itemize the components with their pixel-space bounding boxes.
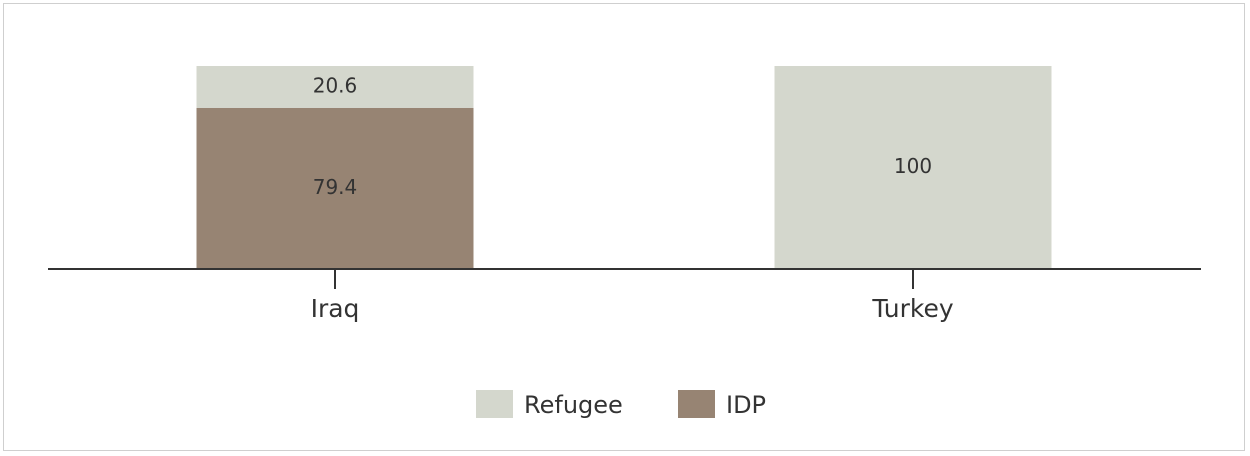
bars-layer [196,66,1052,270]
legend-label-idp: IDP [726,391,766,419]
data-label-turkey-refugee: 100 [894,154,932,178]
data-label-iraq-refugee: 20.6 [313,73,358,97]
data-labels-layer: 79.4 20.6 100 [313,73,932,199]
x-tick-label-turkey: Turkey [871,294,954,323]
legend: Refugee IDP [476,390,766,419]
legend-label-refugee: Refugee [524,391,623,419]
legend-swatch-refugee [476,390,513,418]
x-tick-label-iraq: Iraq [311,294,360,323]
x-axis-ticks: Iraq Turkey [311,269,954,323]
bar-turkey-refugee [774,66,1052,269]
legend-swatch-idp [678,390,715,418]
bar-iraq-refugee [196,66,474,108]
bar-iraq-idp [196,107,474,270]
data-label-iraq-idp: 79.4 [313,175,358,199]
